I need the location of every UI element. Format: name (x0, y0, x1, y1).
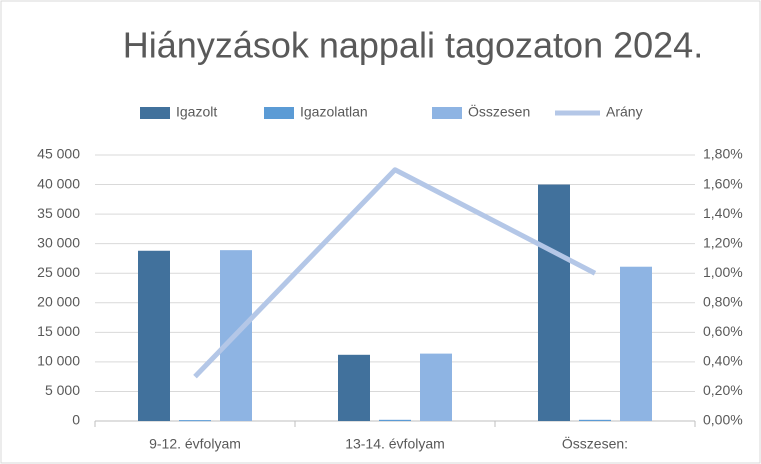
y-tick-label: 30 000 (37, 234, 80, 250)
bar (538, 184, 570, 421)
y-tick-label: 10 000 (37, 353, 80, 369)
y-tick-label: 35 000 (37, 205, 80, 221)
bar (179, 420, 211, 422)
y2-tick-label: 0,60% (703, 323, 743, 339)
line-series (193, 167, 597, 379)
bar (379, 419, 411, 421)
legend-swatch (264, 107, 294, 119)
y-tick-label: 45 000 (37, 146, 80, 162)
legend-label: Igazolt (176, 104, 217, 120)
y-tick-label: 40 000 (37, 175, 80, 191)
y2-tick-label: 1,40% (703, 205, 743, 221)
y-tick-label: 0 (72, 412, 80, 428)
bar (579, 419, 611, 421)
y2-tick-label: 0,40% (703, 353, 743, 369)
y2-tick-label: 0,80% (703, 293, 743, 309)
y2-tick-label: 0,20% (703, 382, 743, 398)
y2-tick-label: 1,20% (703, 234, 743, 250)
y2-tick-label: 0,00% (703, 412, 743, 428)
y2-tick-label: 1,60% (703, 175, 743, 191)
x-tick-label: 13-14. évfolyam (345, 436, 445, 452)
legend-label: Összesen (468, 103, 530, 120)
y-tick-label: 25 000 (37, 264, 80, 280)
legend-swatch (432, 107, 462, 119)
y-tick-label: 15 000 (37, 323, 80, 339)
bar (620, 266, 652, 421)
x-tick-label: 9-12. évfolyam (149, 436, 241, 452)
bar (138, 250, 170, 421)
legend-label: Arány (606, 104, 643, 120)
legend-label: Igazolatlan (300, 104, 368, 120)
bar (420, 353, 452, 421)
y2-tick-label: 1,80% (703, 146, 743, 162)
chart-title: Hiányzások nappali tagozaton 2024. (123, 25, 703, 66)
legend-swatch (140, 107, 170, 119)
y-tick-label: 5 000 (45, 382, 80, 398)
x-tick-label: Összesen: (562, 435, 628, 452)
y-tick-label: 20 000 (37, 293, 80, 309)
y2-tick-label: 1,00% (703, 264, 743, 280)
bar (338, 354, 370, 421)
